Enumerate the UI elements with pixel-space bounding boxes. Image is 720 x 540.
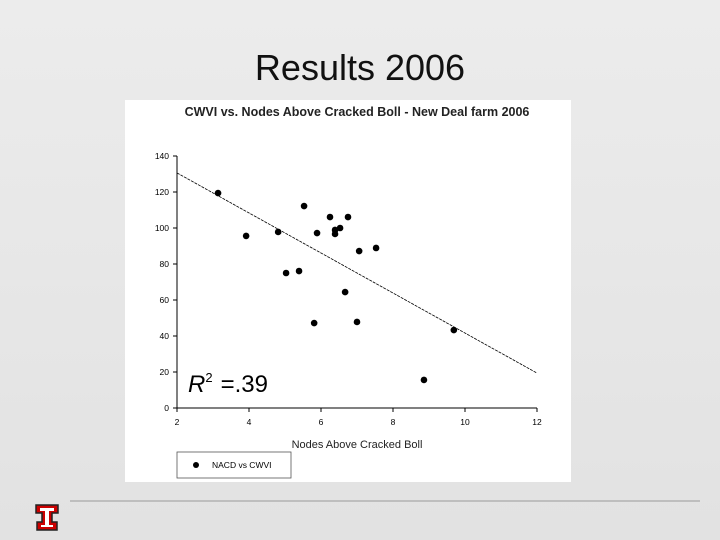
chart-title: CWVI vs. Nodes Above Cracked Boll - New … <box>185 105 530 119</box>
point <box>341 288 349 296</box>
y-tick-label: 0 <box>164 403 169 413</box>
y-tick-label: 60 <box>160 295 170 305</box>
point <box>353 318 361 326</box>
point <box>420 376 428 384</box>
point <box>300 202 308 210</box>
point <box>282 269 290 277</box>
legend-marker <box>193 462 199 468</box>
slide-title: Results 2006 <box>255 47 465 88</box>
x-tick-label: 10 <box>460 417 470 427</box>
y-tick-label: 100 <box>155 223 169 233</box>
point <box>355 247 363 255</box>
point <box>450 326 458 334</box>
y-tick-label: 20 <box>160 367 170 377</box>
point <box>295 267 303 275</box>
x-tick-label: 2 <box>175 417 180 427</box>
point <box>344 213 352 221</box>
y-tick-label: 80 <box>160 259 170 269</box>
x-tick-label: 12 <box>532 417 542 427</box>
legend-box <box>176 451 292 479</box>
y-tick-label: 120 <box>155 187 169 197</box>
r-squared-rest: =.39 <box>221 371 268 398</box>
y-tick-label: 140 <box>155 151 169 161</box>
point <box>326 213 334 221</box>
point <box>242 232 250 240</box>
point <box>372 244 380 252</box>
x-axis-label: Nodes Above Cracked Boll <box>292 439 423 451</box>
x-tick-label: 4 <box>247 417 252 427</box>
r-squared-base: R <box>188 371 205 398</box>
point <box>214 189 222 197</box>
point <box>331 230 339 238</box>
fit-line <box>176 172 538 374</box>
x-tick-label: 8 <box>391 417 396 427</box>
point <box>310 319 318 327</box>
y-tick-label: 40 <box>160 331 170 341</box>
point <box>274 228 282 236</box>
point <box>336 224 344 232</box>
r-squared: R2 =.39 <box>188 370 268 398</box>
r-squared-sup: 2 <box>205 370 212 385</box>
legend-label: NACD vs CWVI <box>212 460 272 470</box>
logo <box>35 504 59 531</box>
x-tick-label: 6 <box>319 417 324 427</box>
point <box>313 229 321 237</box>
